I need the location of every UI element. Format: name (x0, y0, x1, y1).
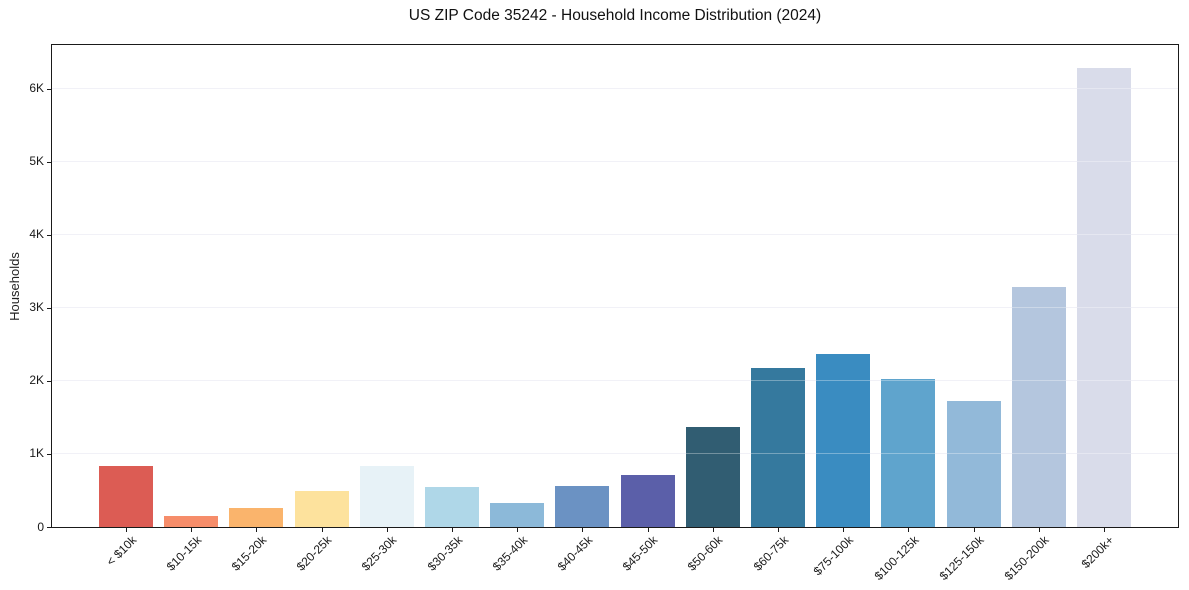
x-tick-label: $30-35k (424, 533, 465, 574)
x-tick-mark (256, 528, 258, 532)
gridline-overlay (52, 380, 1178, 382)
gridline (52, 380, 1178, 382)
gridline (52, 234, 1178, 236)
y-tick-mark (47, 161, 51, 163)
bar (751, 368, 805, 527)
y-tick-label: 5K (29, 154, 44, 169)
x-tick-label: $50-60k (685, 533, 726, 574)
y-tick-label: 2K (29, 373, 44, 388)
bar (946, 401, 1001, 527)
bar (164, 515, 219, 527)
x-tick-mark (712, 528, 714, 532)
y-tick-label: 0 (37, 519, 44, 534)
x-tick-mark (647, 528, 649, 532)
x-tick-mark (1038, 528, 1040, 532)
bar (425, 486, 479, 527)
gridline (52, 88, 1178, 90)
x-tick-mark (778, 528, 779, 532)
gridline (52, 453, 1178, 455)
x-tick-mark (452, 528, 453, 532)
x-tick-label: $100-125k (871, 533, 922, 584)
bar (490, 502, 545, 527)
y-tick-label: 3K (29, 300, 44, 315)
x-tick-label: $125-150k (936, 533, 987, 584)
y-tick-label: 1K (29, 446, 44, 461)
y-tick-mark (47, 307, 51, 309)
x-tick-mark (908, 528, 910, 532)
bar (294, 490, 349, 527)
bar (816, 353, 871, 527)
plot-area (51, 44, 1179, 528)
x-tick-mark (582, 528, 584, 532)
x-tick-mark (843, 528, 845, 532)
bar (229, 507, 284, 527)
x-tick-label: $10-15k (163, 533, 205, 574)
y-tick-mark (47, 380, 51, 382)
x-tick-label: $15-20k (228, 533, 270, 574)
x-tick-mark (191, 528, 193, 532)
gridline (52, 161, 1178, 163)
gridline-overlay (52, 234, 1178, 236)
x-tick-label: $150-200k (1001, 533, 1052, 584)
gridline-overlay (52, 161, 1178, 163)
x-tick-label: $75-100k (810, 533, 857, 579)
y-tick-mark (47, 234, 51, 236)
x-tick-mark (973, 528, 975, 532)
bar (620, 474, 675, 527)
x-tick-label: $25-30k (359, 533, 400, 574)
bar (359, 465, 414, 527)
chart-title: US ZIP Code 35242 - Household Income Dis… (408, 7, 822, 24)
x-tick-label: < $10k (103, 533, 139, 569)
gridline (52, 307, 1178, 309)
x-tick-label: $40-45k (554, 533, 596, 574)
x-tick-mark (321, 528, 323, 532)
x-tick-label: $60-75k (750, 533, 791, 574)
gridline-overlay (52, 88, 1178, 90)
bar (1077, 67, 1131, 527)
y-tick-label: 6K (29, 81, 44, 96)
y-tick-label: 4K (29, 227, 44, 242)
x-tick-mark (126, 528, 127, 532)
gridline-overlay (52, 307, 1178, 309)
x-tick-label: $20-25k (293, 533, 335, 574)
y-tick-mark (47, 88, 51, 90)
bar (881, 379, 936, 527)
bar (99, 465, 153, 527)
gridline-overlay (52, 453, 1178, 455)
y-tick-mark (47, 527, 51, 528)
x-tick-mark (517, 528, 519, 532)
x-tick-label: $45-50k (619, 533, 661, 574)
x-tick-mark (1104, 528, 1105, 532)
bar (685, 427, 740, 527)
x-tick-mark (386, 528, 388, 532)
bar (555, 486, 610, 527)
x-tick-label: $35-40k (489, 533, 531, 574)
bar (1011, 286, 1066, 527)
y-tick-mark (47, 453, 51, 455)
x-tick-label: $200k+ (1078, 533, 1117, 571)
